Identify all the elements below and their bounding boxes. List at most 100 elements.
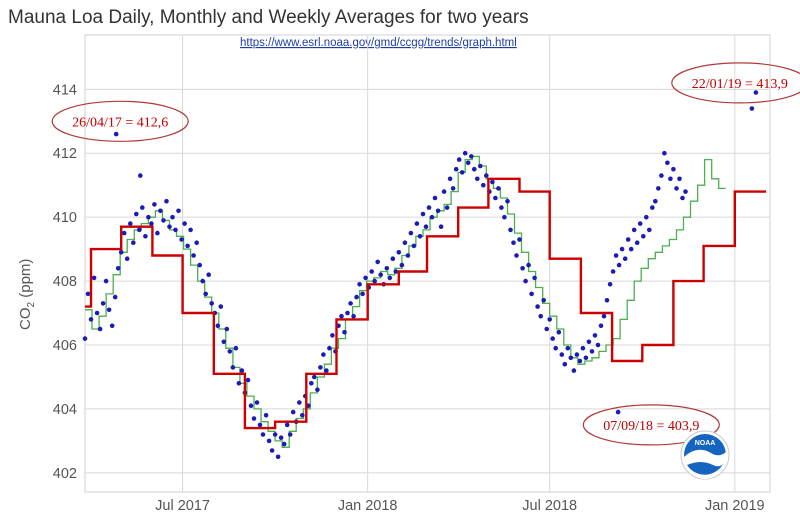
daily-point — [625, 237, 631, 242]
daily-point — [134, 211, 139, 217]
daily-point — [496, 186, 501, 191]
daily-point — [176, 208, 181, 214]
daily-point — [574, 352, 580, 357]
daily-point — [309, 381, 314, 386]
daily-point — [469, 154, 474, 159]
y-axis-ticks: 402 404 406 408 410 412 414 — [53, 82, 77, 481]
daily-point — [209, 301, 214, 306]
daily-point — [568, 355, 574, 361]
daily-point — [384, 266, 390, 271]
daily-point — [94, 310, 100, 316]
daily-point — [613, 253, 619, 258]
daily-point — [462, 150, 468, 156]
daily-outlier-point — [615, 409, 621, 415]
daily-point — [526, 262, 531, 268]
y-tick-label: 412 — [53, 146, 77, 162]
daily-point — [137, 227, 142, 233]
daily-point — [456, 157, 462, 162]
daily-point — [478, 163, 483, 169]
daily-point — [124, 256, 130, 262]
daily-point — [357, 282, 362, 287]
daily-point — [499, 205, 504, 210]
daily-point — [315, 387, 320, 393]
daily-point — [414, 221, 420, 226]
daily-point — [281, 441, 287, 447]
x-tick-label: Jul 2018 — [522, 498, 577, 514]
daily-point — [245, 377, 251, 383]
daily-point — [378, 272, 384, 278]
daily-point — [538, 313, 543, 319]
annotation-ellipse — [582, 404, 720, 446]
daily-point — [197, 262, 202, 268]
daily-point — [121, 230, 127, 236]
annotation-label: 22/01/19 = 413,9 — [692, 77, 788, 92]
daily-point — [628, 246, 634, 252]
source-url[interactable]: https://www.esrl.noaa.gov/gmd/ccgg/trend… — [240, 37, 517, 49]
daily-point — [269, 448, 275, 453]
daily-point — [254, 400, 260, 405]
daily-point — [348, 301, 353, 306]
daily-point — [490, 179, 495, 185]
noaa-logo-text: NOAA — [695, 440, 716, 447]
daily-point — [429, 214, 435, 220]
daily-point — [82, 336, 88, 341]
daily-point — [224, 326, 230, 332]
daily-point — [453, 166, 459, 172]
daily-point — [529, 291, 534, 297]
daily-point — [659, 173, 664, 178]
daily-point — [607, 282, 613, 287]
daily-point — [275, 454, 281, 460]
daily-point — [577, 358, 583, 364]
daily-point — [167, 224, 172, 229]
daily-point — [170, 214, 175, 220]
daily-point — [351, 313, 356, 319]
daily-point — [85, 291, 91, 297]
daily-point — [260, 432, 266, 437]
daily-point — [423, 224, 429, 229]
daily-point — [475, 176, 480, 182]
daily-point — [535, 304, 540, 309]
daily-point — [327, 345, 332, 351]
daily-point — [553, 345, 558, 351]
daily-point — [517, 237, 522, 242]
daily-point — [547, 317, 552, 322]
daily-point — [266, 438, 272, 444]
daily-point — [677, 176, 682, 182]
daily-outlier-point — [138, 173, 143, 178]
daily-point — [472, 166, 477, 172]
daily-point — [565, 345, 571, 351]
daily-point — [619, 246, 625, 252]
daily-point — [680, 195, 685, 201]
daily-point — [438, 224, 444, 229]
daily-point — [387, 275, 393, 281]
y-axis-label: CO2 (ppm) — [17, 259, 37, 330]
daily-point — [215, 323, 221, 329]
plot-frame — [84, 34, 771, 493]
annotation-label: 26/04/17 = 412,6 — [72, 115, 168, 130]
daily-point — [363, 275, 368, 281]
daily-point — [604, 298, 610, 303]
daily-point — [441, 189, 447, 194]
daily-point — [251, 416, 257, 421]
daily-point — [508, 227, 513, 233]
weekly-average-line — [85, 155, 726, 448]
daily-point — [432, 195, 438, 201]
daily-point — [393, 269, 399, 274]
daily-point — [520, 266, 525, 271]
daily-point — [637, 221, 643, 226]
daily-point — [580, 345, 586, 351]
daily-point — [493, 195, 498, 201]
daily-point — [372, 278, 378, 284]
annotation-label: 07/09/18 = 403,9 — [603, 419, 699, 434]
daily-point — [236, 381, 242, 386]
daily-point — [146, 214, 151, 220]
daily-point — [523, 278, 528, 284]
daily-point — [230, 365, 236, 370]
daily-point — [459, 170, 465, 175]
daily-point — [644, 214, 649, 220]
y-tick-label: 414 — [53, 82, 77, 98]
noaa-logo: NOAA — [680, 430, 730, 480]
daily-point — [128, 221, 133, 226]
annotation-layer: 26/04/17 = 412,6 22/01/19 = 413,9 07/09/18… — [51, 62, 800, 446]
